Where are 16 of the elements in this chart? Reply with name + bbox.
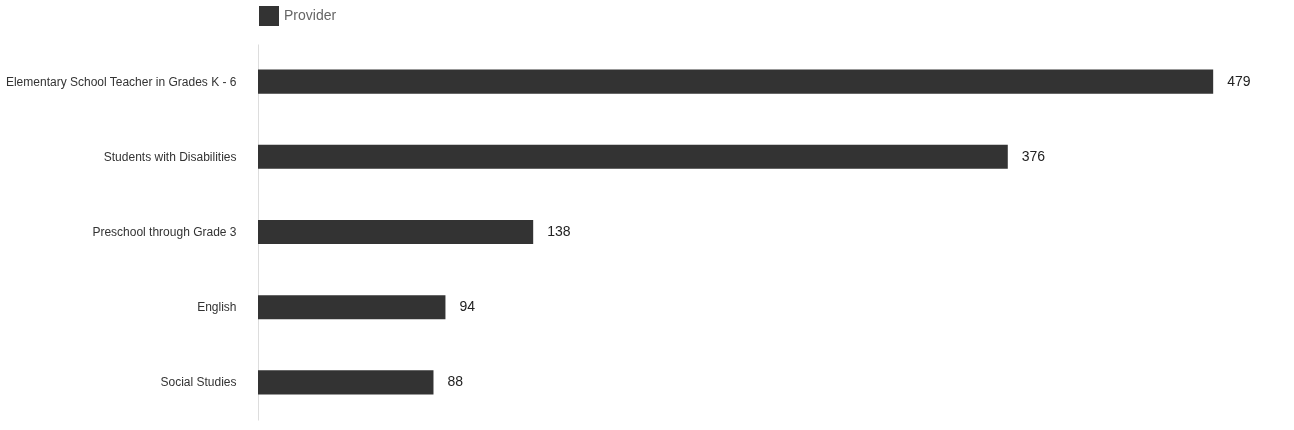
y-tick-label: Students with Disabilities	[103, 149, 237, 164]
legend-label: Provider	[284, 7, 337, 23]
bar	[258, 295, 446, 320]
data-label: 479	[1227, 72, 1251, 89]
y-tick-label: English	[197, 300, 237, 315]
bar	[258, 370, 434, 395]
bar	[258, 69, 1214, 94]
y-tick-label: Social Studies	[160, 375, 237, 390]
bar	[258, 144, 1008, 169]
data-label: 94	[459, 298, 476, 315]
data-label: 88	[447, 373, 464, 390]
y-tick-label: Preschool through Grade 3	[92, 225, 237, 239]
y-tick-label: Elementary School Teacher in Grades K - 6	[5, 74, 237, 89]
bar	[258, 219, 534, 245]
data-label: 138	[547, 223, 571, 239]
data-label: 376	[1021, 147, 1046, 164]
